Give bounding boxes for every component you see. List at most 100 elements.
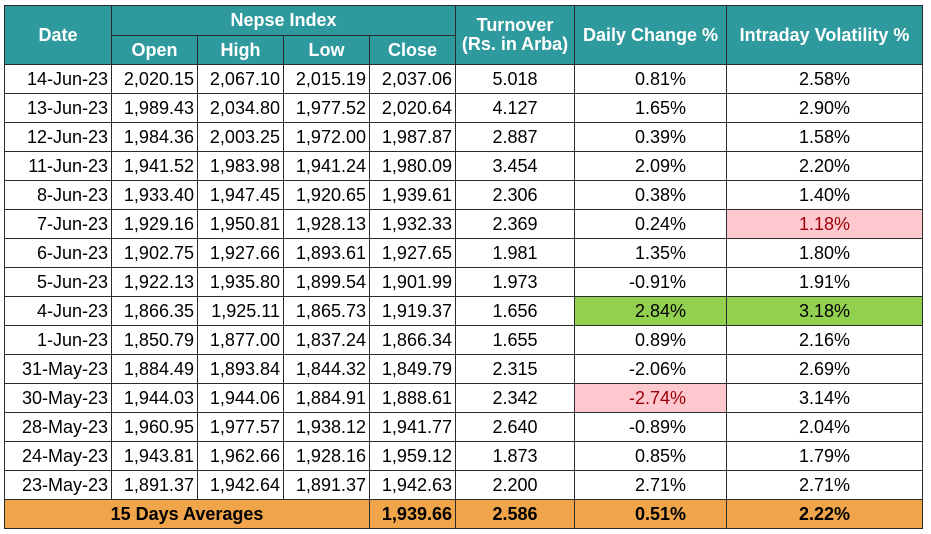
header-low: Low bbox=[283, 35, 370, 65]
turnover-cell: 2.640 bbox=[455, 412, 575, 442]
high-cell: 1,983.98 bbox=[197, 151, 284, 181]
close-cell: 1,888.61 bbox=[369, 383, 456, 413]
date-cell: 6-Jun-23 bbox=[4, 238, 112, 268]
volatility-cell: 1.58% bbox=[726, 122, 923, 152]
open-cell: 1,941.52 bbox=[111, 151, 198, 181]
table-body: 14-Jun-23 2,020.15 2,067.10 2,015.19 2,037.0… bbox=[4, 64, 923, 500]
open-cell: 1,929.16 bbox=[111, 209, 198, 239]
low-cell: 1,837.24 bbox=[283, 325, 370, 355]
averages-turnover: 2.586 bbox=[455, 499, 575, 529]
high-cell: 1,944.06 bbox=[197, 383, 284, 413]
table-row: 4-Jun-23 1,866.35 1,925.11 1,865.73 1,919.37… bbox=[4, 296, 923, 326]
open-cell: 1,850.79 bbox=[111, 325, 198, 355]
header-intraday-volatility: Intraday Volatility % bbox=[726, 5, 923, 65]
date-cell: 28-May-23 bbox=[4, 412, 112, 442]
nepse-table-container: Date Nepse Index Turnover (Rs. in Arba) … bbox=[4, 5, 923, 529]
turnover-cell: 5.018 bbox=[455, 64, 575, 94]
table-row: 7-Jun-23 1,929.16 1,950.81 1,928.13 1,932.33… bbox=[4, 209, 923, 239]
table-row: 12-Jun-23 1,984.36 2,003.25 1,972.00 1,987.8… bbox=[4, 122, 923, 152]
open-cell: 1,884.49 bbox=[111, 354, 198, 384]
open-cell: 1,891.37 bbox=[111, 470, 198, 500]
turnover-cell: 1.973 bbox=[455, 267, 575, 297]
table-header: Date Nepse Index Turnover (Rs. in Arba) … bbox=[4, 5, 923, 65]
header-nepse-index: Nepse Index bbox=[111, 5, 456, 36]
close-cell: 1,932.33 bbox=[369, 209, 456, 239]
close-cell: 1,987.87 bbox=[369, 122, 456, 152]
date-cell: 8-Jun-23 bbox=[4, 180, 112, 210]
table-row: 30-May-23 1,944.03 1,944.06 1,884.91 1,888.6… bbox=[4, 383, 923, 413]
date-cell: 1-Jun-23 bbox=[4, 325, 112, 355]
open-cell: 1,984.36 bbox=[111, 122, 198, 152]
daily-change-cell: -0.89% bbox=[574, 412, 727, 442]
daily-change-cell: 0.89% bbox=[574, 325, 727, 355]
date-cell: 23-May-23 bbox=[4, 470, 112, 500]
volatility-cell: 1.80% bbox=[726, 238, 923, 268]
turnover-cell: 2.315 bbox=[455, 354, 575, 384]
volatility-cell: 1.18% bbox=[726, 209, 923, 239]
close-cell: 1,941.77 bbox=[369, 412, 456, 442]
open-cell: 1,960.95 bbox=[111, 412, 198, 442]
high-cell: 1,947.45 bbox=[197, 180, 284, 210]
volatility-cell: 1.79% bbox=[726, 441, 923, 471]
date-cell: 31-May-23 bbox=[4, 354, 112, 384]
daily-change-cell: -2.06% bbox=[574, 354, 727, 384]
volatility-cell: 2.58% bbox=[726, 64, 923, 94]
date-cell: 12-Jun-23 bbox=[4, 122, 112, 152]
header-open: Open bbox=[111, 35, 198, 65]
close-cell: 1,866.34 bbox=[369, 325, 456, 355]
table-row: 11-Jun-23 1,941.52 1,983.98 1,941.24 1,980.0… bbox=[4, 151, 923, 181]
daily-change-cell: 2.71% bbox=[574, 470, 727, 500]
close-cell: 2,037.06 bbox=[369, 64, 456, 94]
daily-change-cell: -2.74% bbox=[574, 383, 727, 413]
date-cell: 24-May-23 bbox=[4, 441, 112, 471]
daily-change-cell: 0.24% bbox=[574, 209, 727, 239]
close-cell: 1,980.09 bbox=[369, 151, 456, 181]
high-cell: 1,942.64 bbox=[197, 470, 284, 500]
averages-volatility: 2.22% bbox=[726, 499, 923, 529]
open-cell: 1,933.40 bbox=[111, 180, 198, 210]
high-cell: 1,962.66 bbox=[197, 441, 284, 471]
table-row: 1-Jun-23 1,850.79 1,877.00 1,837.24 1,866.34… bbox=[4, 325, 923, 355]
volatility-cell: 2.16% bbox=[726, 325, 923, 355]
turnover-cell: 1.981 bbox=[455, 238, 575, 268]
date-cell: 11-Jun-23 bbox=[4, 151, 112, 181]
high-cell: 1,935.80 bbox=[197, 267, 284, 297]
low-cell: 1,977.52 bbox=[283, 93, 370, 123]
low-cell: 1,972.00 bbox=[283, 122, 370, 152]
table-row: 28-May-23 1,960.95 1,977.57 1,938.12 1,941.7… bbox=[4, 412, 923, 442]
header-turnover: Turnover (Rs. in Arba) bbox=[455, 5, 575, 65]
low-cell: 1,893.61 bbox=[283, 238, 370, 268]
close-cell: 1,959.12 bbox=[369, 441, 456, 471]
volatility-cell: 2.04% bbox=[726, 412, 923, 442]
table-row: 13-Jun-23 1,989.43 2,034.80 1,977.52 2,020.6… bbox=[4, 93, 923, 123]
turnover-cell: 1.873 bbox=[455, 441, 575, 471]
volatility-cell: 2.90% bbox=[726, 93, 923, 123]
high-cell: 1,977.57 bbox=[197, 412, 284, 442]
turnover-cell: 2.369 bbox=[455, 209, 575, 239]
table-row: 5-Jun-23 1,922.13 1,935.80 1,899.54 1,901.99… bbox=[4, 267, 923, 297]
volatility-cell: 1.40% bbox=[726, 180, 923, 210]
header-turnover-line2: (Rs. in Arba) bbox=[461, 34, 569, 54]
high-cell: 2,003.25 bbox=[197, 122, 284, 152]
turnover-cell: 2.342 bbox=[455, 383, 575, 413]
open-cell: 1,902.75 bbox=[111, 238, 198, 268]
open-cell: 2,020.15 bbox=[111, 64, 198, 94]
table-footer: 15 Days Averages 1,939.66 2.586 0.51% 2.… bbox=[4, 499, 923, 529]
volatility-cell: 1.91% bbox=[726, 267, 923, 297]
close-cell: 1,942.63 bbox=[369, 470, 456, 500]
volatility-cell: 2.71% bbox=[726, 470, 923, 500]
turnover-cell: 3.454 bbox=[455, 151, 575, 181]
open-cell: 1,866.35 bbox=[111, 296, 198, 326]
date-cell: 7-Jun-23 bbox=[4, 209, 112, 239]
turnover-cell: 1.655 bbox=[455, 325, 575, 355]
date-cell: 13-Jun-23 bbox=[4, 93, 112, 123]
high-cell: 2,067.10 bbox=[197, 64, 284, 94]
daily-change-cell: 1.35% bbox=[574, 238, 727, 268]
turnover-cell: 2.887 bbox=[455, 122, 575, 152]
turnover-cell: 4.127 bbox=[455, 93, 575, 123]
header-daily-change: Daily Change % bbox=[574, 5, 727, 65]
open-cell: 1,944.03 bbox=[111, 383, 198, 413]
averages-close: 1,939.66 bbox=[369, 499, 456, 529]
turnover-cell: 2.200 bbox=[455, 470, 575, 500]
low-cell: 1,938.12 bbox=[283, 412, 370, 442]
